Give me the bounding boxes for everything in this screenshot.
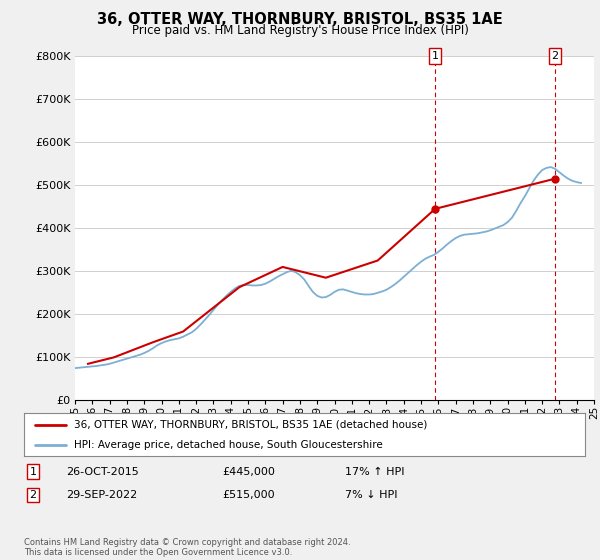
Text: £445,000: £445,000	[222, 466, 275, 477]
Text: 2: 2	[551, 51, 559, 61]
Text: 7% ↓ HPI: 7% ↓ HPI	[345, 490, 398, 500]
Text: 2: 2	[29, 490, 37, 500]
Text: 29-SEP-2022: 29-SEP-2022	[66, 490, 137, 500]
Text: 36, OTTER WAY, THORNBURY, BRISTOL, BS35 1AE (detached house): 36, OTTER WAY, THORNBURY, BRISTOL, BS35 …	[74, 419, 428, 430]
Text: 1: 1	[29, 466, 37, 477]
Text: £515,000: £515,000	[222, 490, 275, 500]
Text: 36, OTTER WAY, THORNBURY, BRISTOL, BS35 1AE: 36, OTTER WAY, THORNBURY, BRISTOL, BS35 …	[97, 12, 503, 27]
Text: 26-OCT-2015: 26-OCT-2015	[66, 466, 139, 477]
Text: Contains HM Land Registry data © Crown copyright and database right 2024.
This d: Contains HM Land Registry data © Crown c…	[24, 538, 350, 557]
Text: Price paid vs. HM Land Registry's House Price Index (HPI): Price paid vs. HM Land Registry's House …	[131, 24, 469, 36]
Text: 1: 1	[431, 51, 439, 61]
Text: 17% ↑ HPI: 17% ↑ HPI	[345, 466, 404, 477]
Text: HPI: Average price, detached house, South Gloucestershire: HPI: Average price, detached house, Sout…	[74, 441, 383, 450]
